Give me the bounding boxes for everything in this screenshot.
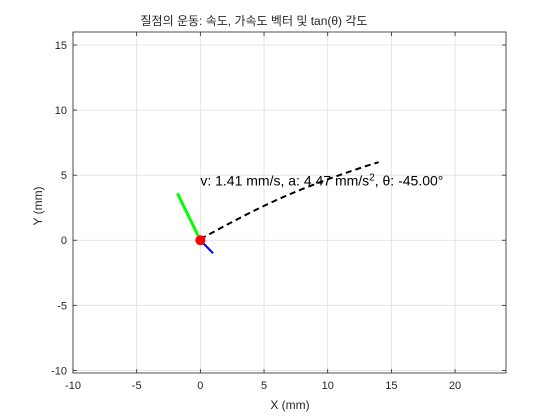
- y-tick-label: 15: [55, 40, 67, 52]
- annotation-suffix: , θ: -45.00°: [375, 173, 444, 189]
- y-tick-label: 5: [61, 170, 67, 182]
- x-tick-label: 15: [385, 380, 397, 392]
- motion-annotation: v: 1.41 mm/s, a: 4.47 mm/s2, θ: -45.00°: [200, 172, 443, 189]
- grid-lines: [72, 32, 506, 373]
- particle-marker: [195, 235, 206, 246]
- y-tick-label: -10: [51, 365, 67, 377]
- x-axis-label: X (mm): [270, 398, 309, 412]
- y-axis-label: Y (mm): [31, 186, 45, 225]
- axes-box: [72, 31, 507, 374]
- y-tick-label: 0: [61, 235, 67, 247]
- x-tick-label: 20: [449, 380, 461, 392]
- x-tick-label: -10: [65, 380, 81, 392]
- x-tick-label: -5: [132, 380, 142, 392]
- data-series: [176, 161, 379, 254]
- y-tick-label: 10: [55, 105, 67, 117]
- plot-area: [73, 32, 506, 373]
- trajectory-line: [199, 161, 379, 240]
- x-tick-label: 10: [322, 380, 334, 392]
- axis-ticks: -10 -5 0 5 10 15 20 -10 -5 0 5 10 15: [51, 32, 506, 392]
- x-tick-label: 5: [261, 380, 267, 392]
- chart-title: 질점의 운동: 속도, 가속도 벡터 및 tan(θ) 각도: [141, 14, 368, 28]
- acceleration-vector: [176, 192, 202, 241]
- annotation-prefix: v: 1.41 mm/s, a: 4.47 mm/s: [200, 173, 369, 189]
- y-tick-label: -5: [57, 300, 67, 312]
- annotation-superscript: 2: [369, 172, 375, 183]
- x-tick-label: 0: [197, 380, 203, 392]
